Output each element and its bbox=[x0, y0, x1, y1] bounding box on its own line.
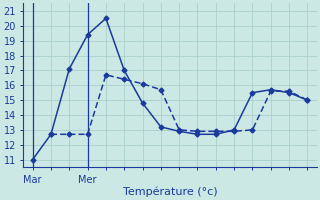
X-axis label: Température (°c): Température (°c) bbox=[123, 186, 217, 197]
